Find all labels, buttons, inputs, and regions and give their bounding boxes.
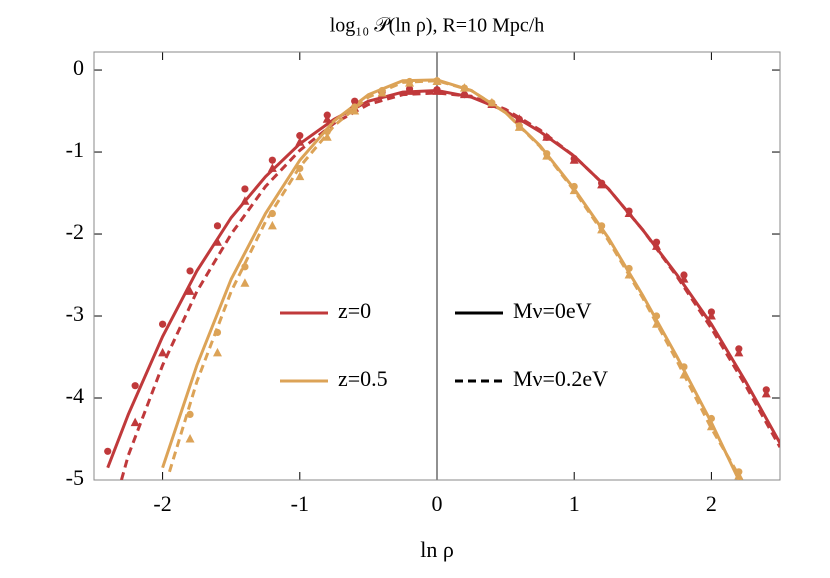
point: [296, 132, 304, 140]
point: [680, 363, 688, 371]
point: [322, 132, 332, 141]
point: [405, 86, 415, 95]
x-tick-label: 2: [706, 491, 717, 516]
point: [186, 410, 194, 419]
x-axis-label: ln ρ: [420, 537, 454, 562]
point: [241, 185, 249, 193]
point: [185, 286, 195, 295]
point: [323, 127, 331, 136]
plot-area: [104, 76, 780, 480]
point: [707, 414, 716, 423]
point: [679, 370, 689, 379]
point: [734, 470, 744, 480]
point: [405, 78, 415, 87]
line: [161, 78, 741, 480]
point: [734, 347, 744, 357]
point: [295, 137, 305, 146]
point: [130, 417, 140, 427]
x-tick-label: -2: [153, 491, 171, 516]
y-tick-label: -2: [66, 219, 84, 244]
y-tick-label: -5: [66, 465, 84, 490]
point: [624, 208, 634, 218]
y-tick-label: -3: [66, 301, 84, 326]
point: [322, 114, 332, 123]
x-tick-label: 0: [432, 491, 443, 516]
point: [267, 220, 277, 230]
point: [240, 196, 250, 205]
point: [268, 156, 276, 164]
point: [542, 132, 552, 141]
point: [267, 163, 277, 172]
point: [597, 224, 607, 234]
point: [652, 241, 662, 250]
point: [213, 328, 222, 337]
point: [761, 388, 771, 398]
point: [542, 151, 552, 160]
plot-frame: [93, 51, 781, 481]
point: [624, 270, 634, 279]
point: [295, 171, 305, 181]
point: [350, 106, 360, 115]
point: [569, 185, 579, 195]
y-tick-label: -1: [66, 137, 84, 162]
point: [213, 222, 222, 230]
point: [432, 86, 442, 95]
y-tick-label: -4: [66, 383, 84, 408]
point: [104, 447, 112, 455]
point: [159, 320, 167, 328]
point: [706, 421, 716, 431]
point: [459, 83, 469, 92]
point: [296, 164, 304, 173]
point: [597, 179, 607, 189]
point: [459, 89, 469, 99]
line: [119, 91, 780, 480]
point: [569, 155, 579, 164]
x-tick-label: 1: [569, 491, 580, 516]
point: [212, 347, 222, 357]
point: [514, 114, 524, 123]
legend-label: z=0.5: [338, 366, 388, 391]
point: [514, 122, 524, 131]
point: [158, 347, 168, 357]
point: [652, 312, 661, 320]
point: [706, 311, 716, 320]
legend-label: z=0: [338, 298, 371, 323]
line: [168, 79, 743, 480]
point: [212, 237, 222, 246]
point: [241, 263, 249, 271]
point: [432, 76, 442, 86]
point: [679, 274, 689, 283]
point: [268, 209, 276, 218]
point: [652, 319, 662, 328]
x-tick-label: -1: [291, 491, 309, 516]
point: [377, 87, 387, 97]
point: [131, 382, 139, 390]
legend-label: Mν=0.2eV: [513, 366, 608, 391]
point: [487, 97, 497, 107]
point: [185, 434, 195, 443]
legend-label: Mν=0eV: [513, 298, 592, 323]
point: [240, 278, 250, 287]
point: [186, 267, 194, 275]
chart-title: log₁₀ 𝒫(ln ρ), R=10 Mpc/h: [330, 15, 545, 37]
point: [625, 264, 633, 273]
y-tick-label: 0: [73, 55, 84, 80]
